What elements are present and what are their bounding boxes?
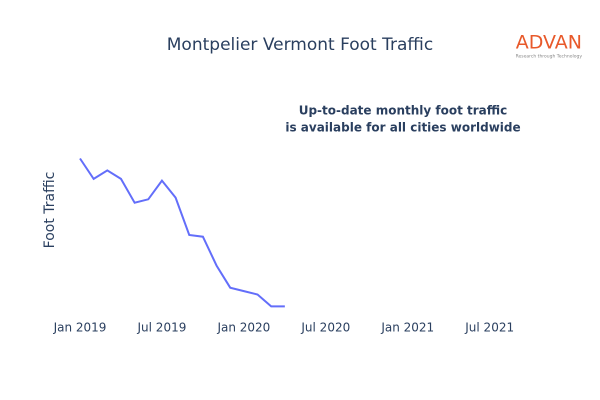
logo: ADVAN: [516, 32, 582, 54]
y-axis-label: Foot Traffic: [42, 172, 58, 249]
annotation: Up-to-date monthly foot traffic: [299, 104, 508, 118]
x-tick-label: Jan 2019: [53, 321, 107, 335]
line: [79, 157, 285, 308]
logo-tagline: Research through Technology: [516, 54, 583, 60]
x-tick-label: Jan 2020: [216, 321, 270, 335]
x-tick-label: Jul 2019: [137, 321, 187, 335]
x-tick-label: Jan 2021: [380, 321, 434, 335]
annotation: is available for all cities worldwide: [285, 121, 520, 135]
x-tick-label: Jul 2020: [300, 321, 350, 335]
x-tick-label: Jul 2021: [464, 321, 514, 335]
chart-title: Montpelier Vermont Foot Traffic: [167, 35, 433, 55]
